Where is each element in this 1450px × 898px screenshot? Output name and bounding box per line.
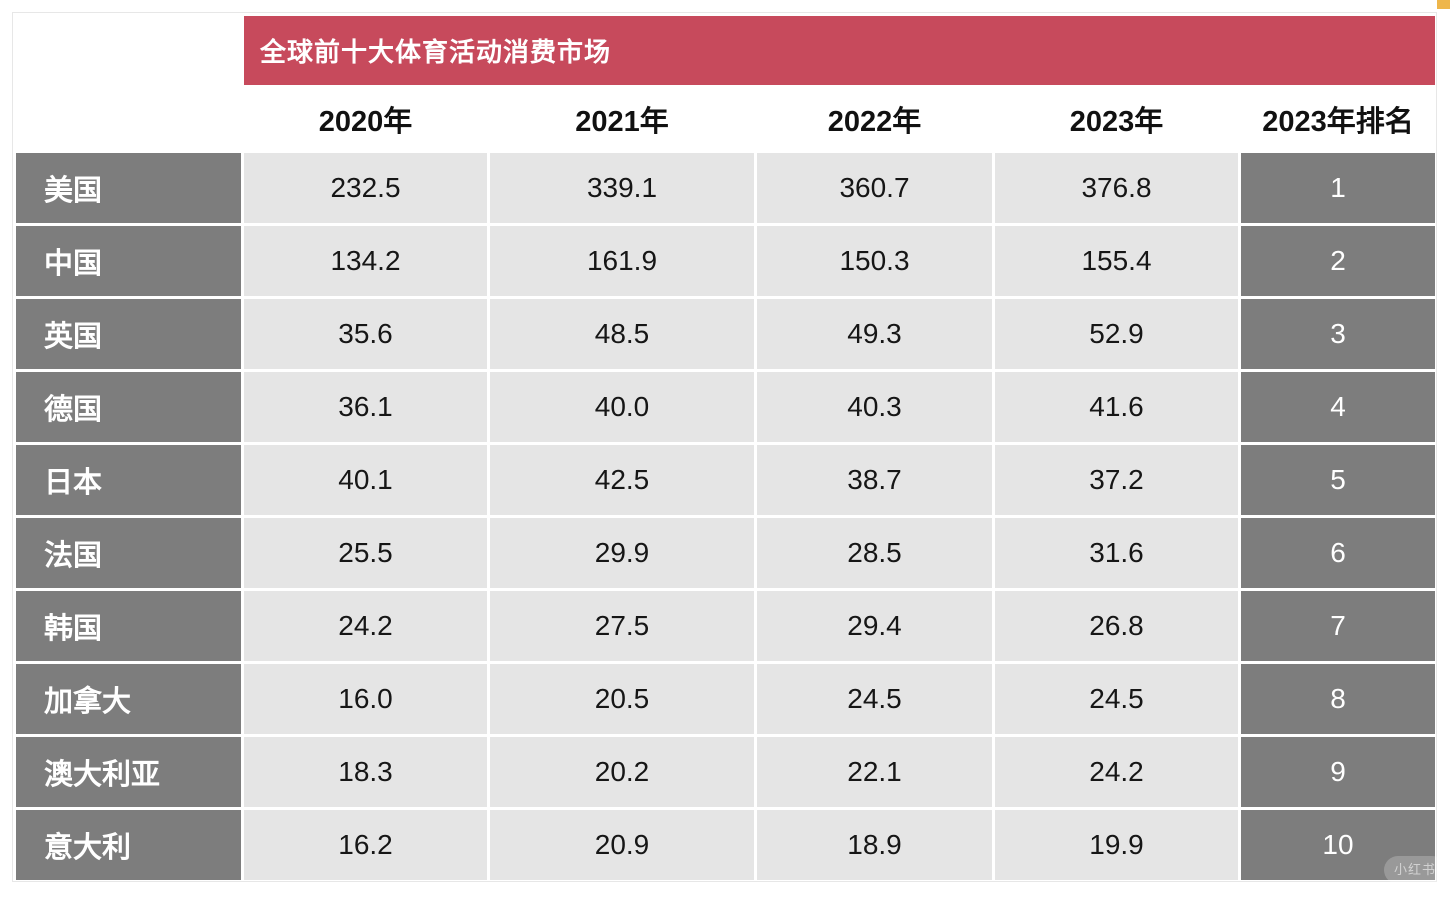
value-cell: 376.8	[995, 153, 1238, 223]
value-cell: 31.6	[995, 518, 1238, 588]
row-label: 德国	[16, 372, 241, 442]
value-cell: 20.2	[490, 737, 754, 807]
header-row: 2020年 2021年 2022年 2023年 2023年排名	[16, 88, 1436, 150]
value-cell: 134.2	[244, 226, 487, 296]
value-cell: 18.3	[244, 737, 487, 807]
column-header-2021: 2021年	[490, 88, 754, 150]
value-cell: 27.5	[490, 591, 754, 661]
market-table: 全球前十大体育活动消费市场 2020年 2021年 2022年 2023年 20…	[13, 13, 1438, 883]
column-header-2020: 2020年	[244, 88, 487, 150]
column-header-2022: 2022年	[757, 88, 992, 150]
value-cell: 41.6	[995, 372, 1238, 442]
value-cell: 24.2	[244, 591, 487, 661]
rank-cell: 10	[1241, 810, 1436, 880]
value-cell: 37.2	[995, 445, 1238, 515]
rank-cell: 2	[1241, 226, 1436, 296]
value-cell: 40.1	[244, 445, 487, 515]
value-cell: 25.5	[244, 518, 487, 588]
value-cell: 232.5	[244, 153, 487, 223]
table-row: 德国 36.1 40.0 40.3 41.6 4	[16, 372, 1436, 442]
value-cell: 38.7	[757, 445, 992, 515]
table-row: 澳大利亚 18.3 20.2 22.1 24.2 9	[16, 737, 1436, 807]
value-cell: 40.3	[757, 372, 992, 442]
table-row: 法国 25.5 29.9 28.5 31.6 6	[16, 518, 1436, 588]
title-row: 全球前十大体育活动消费市场	[16, 16, 1436, 85]
table-title: 全球前十大体育活动消费市场	[244, 16, 1436, 85]
column-header-rank: 2023年排名	[1241, 88, 1436, 150]
value-cell: 18.9	[757, 810, 992, 880]
value-cell: 150.3	[757, 226, 992, 296]
row-label: 日本	[16, 445, 241, 515]
rank-cell: 4	[1241, 372, 1436, 442]
row-label: 澳大利亚	[16, 737, 241, 807]
value-cell: 360.7	[757, 153, 992, 223]
corner-empty-cell	[16, 16, 241, 85]
value-cell: 339.1	[490, 153, 754, 223]
market-table-container: 全球前十大体育活动消费市场 2020年 2021年 2022年 2023年 20…	[12, 12, 1437, 882]
row-label: 意大利	[16, 810, 241, 880]
row-label: 法国	[16, 518, 241, 588]
rank-cell: 5	[1241, 445, 1436, 515]
value-cell: 16.0	[244, 664, 487, 734]
value-cell: 52.9	[995, 299, 1238, 369]
row-label: 英国	[16, 299, 241, 369]
table-row: 加拿大 16.0 20.5 24.5 24.5 8	[16, 664, 1436, 734]
value-cell: 40.0	[490, 372, 754, 442]
corner-empty-cell	[16, 88, 241, 150]
table-row: 美国 232.5 339.1 360.7 376.8 1	[16, 153, 1436, 223]
value-cell: 28.5	[757, 518, 992, 588]
row-label: 韩国	[16, 591, 241, 661]
value-cell: 24.5	[757, 664, 992, 734]
row-label: 美国	[16, 153, 241, 223]
value-cell: 16.2	[244, 810, 487, 880]
value-cell: 22.1	[757, 737, 992, 807]
value-cell: 19.9	[995, 810, 1238, 880]
value-cell: 155.4	[995, 226, 1238, 296]
value-cell: 29.9	[490, 518, 754, 588]
value-cell: 49.3	[757, 299, 992, 369]
rank-cell: 7	[1241, 591, 1436, 661]
rank-cell: 9	[1241, 737, 1436, 807]
value-cell: 29.4	[757, 591, 992, 661]
row-label: 中国	[16, 226, 241, 296]
rank-cell: 8	[1241, 664, 1436, 734]
value-cell: 42.5	[490, 445, 754, 515]
rank-cell: 6	[1241, 518, 1436, 588]
value-cell: 24.5	[995, 664, 1238, 734]
value-cell: 35.6	[244, 299, 487, 369]
table-row: 韩国 24.2 27.5 29.4 26.8 7	[16, 591, 1436, 661]
rank-cell: 3	[1241, 299, 1436, 369]
value-cell: 48.5	[490, 299, 754, 369]
value-cell: 20.9	[490, 810, 754, 880]
column-header-2023: 2023年	[995, 88, 1238, 150]
value-cell: 24.2	[995, 737, 1238, 807]
row-label: 加拿大	[16, 664, 241, 734]
value-cell: 161.9	[490, 226, 754, 296]
table-row: 中国 134.2 161.9 150.3 155.4 2	[16, 226, 1436, 296]
table-row: 意大利 16.2 20.9 18.9 19.9 10	[16, 810, 1436, 880]
rank-cell: 1	[1241, 153, 1436, 223]
value-cell: 26.8	[995, 591, 1238, 661]
table-row: 英国 35.6 48.5 49.3 52.9 3	[16, 299, 1436, 369]
table-row: 日本 40.1 42.5 38.7 37.2 5	[16, 445, 1436, 515]
value-cell: 36.1	[244, 372, 487, 442]
corner-yellow-badge	[1437, 0, 1450, 9]
value-cell: 20.5	[490, 664, 754, 734]
